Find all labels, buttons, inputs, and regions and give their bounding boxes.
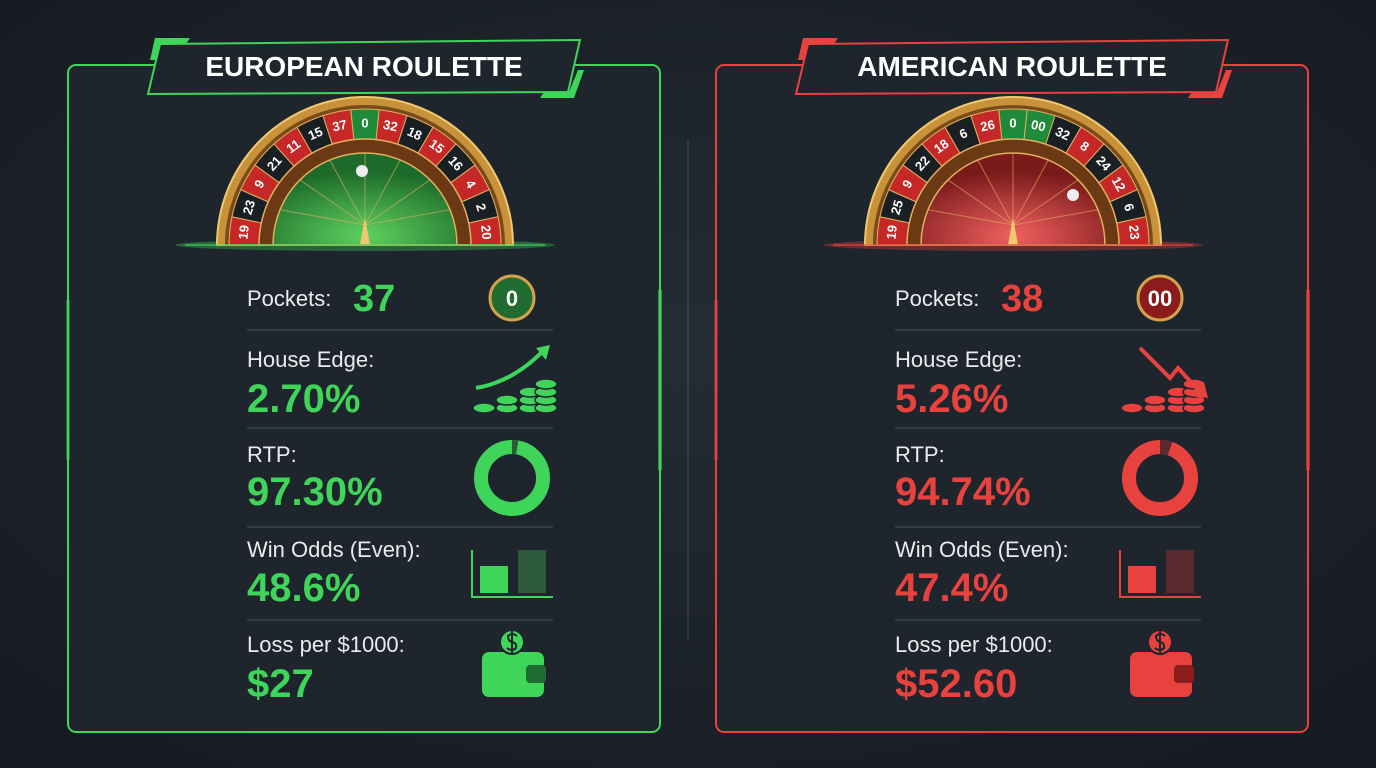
row-value: 97.30% (247, 470, 383, 514)
badge-text: 00 (1148, 286, 1172, 311)
badge-text: 0 (506, 286, 518, 311)
wheel-number: 26 (979, 117, 996, 135)
chart-bar (1128, 566, 1156, 593)
wheel-spoke (329, 159, 366, 226)
wheel-turret (1008, 217, 1018, 245)
wheel-number: 00 (1030, 117, 1047, 135)
dollar-sign (506, 631, 518, 653)
wheel-spoke (1012, 179, 1079, 226)
panel-title: AMERICAN ROULETTE (857, 51, 1167, 82)
row-label: Win Odds (Even): (895, 537, 1069, 562)
wheel-spoke (364, 159, 401, 226)
coin (1120, 402, 1144, 414)
wheel-number: 18 (405, 124, 424, 144)
panel-title: EUROPEAN ROULETTE (205, 51, 522, 82)
coin (472, 402, 496, 414)
row-label: Loss per $1000: (247, 632, 405, 657)
wheel-number: 0 (361, 115, 368, 130)
row-label: House Edge: (895, 347, 1022, 372)
wheel-number: 37 (331, 117, 348, 135)
wheel-number: 2 (473, 202, 490, 214)
banner-accent (1188, 70, 1232, 98)
trend-arrow (1138, 346, 1202, 394)
trend-arrow (475, 350, 544, 390)
wheel-number: 15 (426, 136, 447, 157)
wheel-spoke (299, 179, 366, 226)
chart-axes (471, 550, 553, 598)
wheel-spoke (1012, 159, 1049, 226)
badge (488, 274, 536, 322)
wheel-number: 25 (888, 198, 907, 216)
row-value: $27 (247, 662, 314, 706)
row-value: 5.26% (895, 377, 1008, 421)
wheel-number: 32 (382, 117, 399, 135)
wheel-number: 32 (1053, 124, 1072, 144)
row-label: Pockets: (247, 286, 331, 311)
row-value: 2.70% (247, 377, 360, 421)
wheel-spoke (927, 209, 1014, 226)
row-label: House Edge: (247, 347, 374, 372)
coin (1143, 394, 1167, 406)
chart-bar (518, 550, 546, 593)
arrow-head (1190, 382, 1208, 398)
wallet-clasp (526, 665, 546, 683)
arrow-head (536, 345, 550, 360)
wheel-number: 19 (883, 224, 899, 240)
wheel-turret (360, 217, 370, 245)
row-value: 47.4% (895, 566, 1008, 610)
wheel-spoke (977, 159, 1014, 226)
ball (1067, 189, 1079, 201)
row-label: Loss per $1000: (895, 632, 1053, 657)
dollar-sign (1154, 631, 1166, 653)
wheel-number: 23 (1126, 224, 1142, 240)
chart-bar (480, 566, 508, 593)
row-label: Win Odds (Even): (247, 537, 421, 562)
donut-gap (1159, 440, 1173, 456)
banner-accent (798, 38, 838, 60)
wheel-number: 18 (931, 136, 952, 157)
banner-accent (150, 38, 190, 60)
row-label: RTP: (247, 442, 297, 467)
wallet (1130, 652, 1192, 697)
row-label: Pockets: (895, 286, 979, 311)
wheel-number: 20 (478, 224, 494, 240)
badge (1136, 274, 1184, 322)
row-value: 37 (353, 278, 395, 320)
coin (534, 378, 558, 390)
wheel-number: 6 (1121, 202, 1138, 214)
row-label: RTP: (895, 442, 945, 467)
wheel-spoke (279, 209, 366, 226)
wheel-number: 19 (235, 224, 251, 240)
wallet-clasp (1174, 665, 1194, 683)
ball (356, 165, 368, 177)
wheel-number: 23 (240, 198, 259, 216)
wheel-spoke (947, 179, 1014, 226)
wheel-number: 12 (1109, 174, 1129, 194)
wheel-number: 15 (306, 124, 325, 144)
wheel-spoke (1012, 209, 1099, 226)
row-value: 38 (1001, 278, 1043, 320)
chart-axes (1119, 550, 1201, 598)
row-value: 48.6% (247, 566, 360, 610)
row-value: 94.74% (895, 470, 1031, 514)
wheel-spoke (364, 179, 431, 226)
row-value: $52.60 (895, 662, 1017, 706)
banner-accent (540, 70, 584, 98)
coin (495, 394, 519, 406)
wallet (482, 652, 544, 697)
chart-bar (1166, 550, 1194, 593)
wheel-number: 0 (1009, 115, 1016, 130)
wheel-spoke (364, 209, 451, 226)
